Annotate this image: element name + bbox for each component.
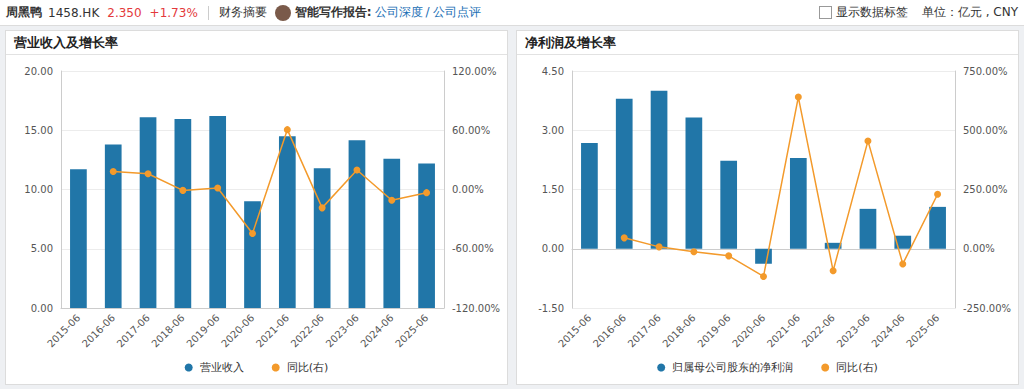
svg-text:2017-06: 2017-06	[115, 312, 152, 349]
svg-text:2022-06: 2022-06	[289, 312, 326, 349]
svg-text:2020-06: 2020-06	[219, 312, 256, 349]
html-text:2.350: 2.350	[107, 5, 142, 20]
svg-text:60.00%: 60.00%	[452, 125, 490, 136]
html-text:净利润及增长率: 净利润及增长率	[525, 35, 616, 50]
html-text:单位：亿元 , CNY: 单位：亿元 , CNY	[921, 5, 1018, 19]
svg-text:2019-06: 2019-06	[695, 312, 732, 349]
svg-text:15.00: 15.00	[24, 125, 53, 136]
svg-text:2019-06: 2019-06	[184, 312, 221, 349]
html-text:智能写作报告: 公司深度 / 公司点评: 智能写作报告: 公司深度 / 公司点评	[294, 5, 482, 19]
svg-text:-250.00%: -250.00%	[963, 303, 1011, 314]
svg-text:2016-06: 2016-06	[591, 312, 628, 349]
svg-text:-1.50: -1.50	[538, 303, 564, 314]
svg-text:2021-06: 2021-06	[254, 312, 291, 349]
svg-text:10.00: 10.00	[24, 184, 53, 195]
svg-text:2015-06: 2015-06	[556, 312, 593, 349]
html-text:1458.HK: 1458.HK	[48, 5, 100, 20]
svg-text:0.00%: 0.00%	[452, 184, 484, 195]
svg-text:2015-06: 2015-06	[45, 312, 82, 349]
svg-text:1.50: 1.50	[542, 184, 564, 195]
svg-text:0.00: 0.00	[542, 243, 564, 254]
svg-text:2020-06: 2020-06	[730, 312, 767, 349]
svg-text:2024-06: 2024-06	[358, 312, 395, 349]
svg-text:归属母公司股东的净利润: 归属母公司股东的净利润	[672, 361, 793, 374]
svg-text:20.00: 20.00	[24, 66, 53, 77]
svg-text:750.00%: 750.00%	[963, 66, 1008, 77]
svg-text:2023-06: 2023-06	[835, 312, 872, 349]
svg-text:120.00%: 120.00%	[452, 66, 497, 77]
svg-text:500.00%: 500.00%	[963, 125, 1008, 136]
svg-text:4.50: 4.50	[542, 66, 564, 77]
svg-text:-60.00%: -60.00%	[452, 243, 494, 254]
svg-text:3.00: 3.00	[542, 125, 564, 136]
svg-text:同比(右): 同比(右)	[287, 361, 329, 374]
svg-text:2018-06: 2018-06	[149, 312, 186, 349]
svg-text:同比(右): 同比(右)	[836, 361, 878, 374]
svg-text:营业收入: 营业收入	[200, 361, 244, 374]
html-text:营业收入及增长率: 营业收入及增长率	[14, 35, 118, 50]
svg-text:5.00: 5.00	[31, 243, 53, 254]
svg-text:2024-06: 2024-06	[869, 312, 906, 349]
svg-text:2017-06: 2017-06	[626, 312, 663, 349]
svg-text:2023-06: 2023-06	[324, 312, 361, 349]
svg-text:-120.00%: -120.00%	[452, 303, 500, 314]
svg-text:2022-06: 2022-06	[800, 312, 837, 349]
svg-text:2025-06: 2025-06	[393, 312, 430, 349]
html-text:+1.73%: +1.73%	[149, 5, 198, 20]
html-text:财务摘要: 财务摘要	[218, 5, 267, 19]
svg-text:2016-06: 2016-06	[80, 312, 117, 349]
svg-text:2021-06: 2021-06	[765, 312, 802, 349]
svg-text:2025-06: 2025-06	[904, 312, 941, 349]
html-text:周黑鸭: 周黑鸭	[6, 5, 42, 19]
svg-text:2018-06: 2018-06	[660, 312, 697, 349]
svg-text:0.00%: 0.00%	[963, 243, 995, 254]
svg-text:250.00%: 250.00%	[963, 184, 1008, 195]
svg-text:0.00: 0.00	[31, 303, 53, 314]
html-text:显示数据标签: 显示数据标签	[835, 5, 908, 19]
